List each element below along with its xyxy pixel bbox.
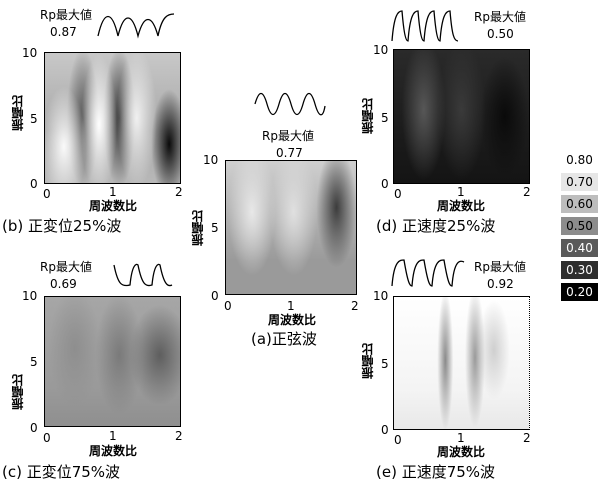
legend-swatch: 0.30 bbox=[561, 261, 598, 279]
x-tick: 0 bbox=[43, 431, 51, 445]
y-axis-label: 振幅比 bbox=[11, 374, 25, 410]
x-tick: 1 bbox=[109, 185, 117, 199]
y-tick: 0 bbox=[30, 421, 38, 435]
caption: (d) 正速度25%波 bbox=[376, 217, 496, 235]
y-tick: 10 bbox=[22, 289, 38, 303]
rp-max-value: 0.87 bbox=[50, 25, 77, 39]
x-tick: 1 bbox=[287, 299, 295, 313]
y-axis-label: 振幅比 bbox=[361, 98, 375, 134]
caption: (a)正弦波 bbox=[251, 330, 317, 348]
y-tick: 5 bbox=[30, 355, 38, 369]
heatmap-plot bbox=[44, 52, 181, 184]
rp-max-value: 0.69 bbox=[50, 277, 77, 291]
y-tick: 10 bbox=[373, 43, 389, 57]
y-tick: 0 bbox=[381, 423, 389, 437]
waveform-icon bbox=[113, 263, 173, 287]
legend-swatch: 0.20 bbox=[561, 283, 598, 301]
x-tick: 2 bbox=[351, 299, 359, 313]
rp-max-label: Rp最大値 bbox=[474, 10, 526, 24]
legend-swatch: 0.80 bbox=[561, 151, 598, 169]
waveform-icon bbox=[97, 13, 175, 39]
x-tick: 0 bbox=[224, 299, 232, 313]
legend-swatch: 0.40 bbox=[561, 239, 598, 257]
y-axis-label: 振幅比 bbox=[11, 95, 25, 131]
x-tick: 0 bbox=[43, 187, 51, 201]
x-tick: 0 bbox=[394, 187, 402, 201]
y-tick: 5 bbox=[381, 357, 389, 371]
waveform-icon bbox=[391, 10, 459, 42]
rp-max-value: 0.77 bbox=[276, 146, 303, 160]
x-tick: 2 bbox=[175, 429, 183, 443]
x-axis-label: 周波数比 bbox=[437, 445, 486, 459]
y-tick: 10 bbox=[203, 153, 219, 167]
y-tick: 0 bbox=[381, 177, 389, 191]
heatmap-plot bbox=[44, 296, 181, 427]
x-tick: 1 bbox=[457, 185, 465, 199]
rp-max-label: Rp最大値 bbox=[262, 129, 314, 143]
rp-max-value: 0.50 bbox=[487, 27, 514, 41]
y-axis-label: 振幅比 bbox=[191, 210, 205, 246]
y-tick: 0 bbox=[211, 289, 219, 303]
x-axis-label: 周波数比 bbox=[437, 199, 486, 213]
heatmap-plot bbox=[225, 160, 357, 295]
legend-swatch: 0.70 bbox=[561, 173, 598, 191]
x-axis-label: 周波数比 bbox=[268, 313, 317, 327]
y-tick: 10 bbox=[373, 289, 389, 303]
heatmap-plot bbox=[393, 296, 530, 430]
y-tick: 10 bbox=[22, 46, 38, 60]
caption: (b) 正変位25%波 bbox=[2, 217, 122, 235]
x-tick: 1 bbox=[457, 431, 465, 445]
rp-max-value: 0.92 bbox=[487, 277, 514, 291]
y-tick: 5 bbox=[381, 111, 389, 125]
y-tick: 0 bbox=[30, 177, 38, 191]
waveform-icon bbox=[391, 259, 465, 287]
heatmap-plot bbox=[393, 49, 530, 184]
x-tick: 0 bbox=[394, 433, 402, 447]
caption: (e) 正速度75%波 bbox=[376, 463, 496, 481]
rp-max-label: Rp最大値 bbox=[474, 260, 526, 274]
legend-swatch: 0.60 bbox=[561, 195, 598, 213]
y-tick: 5 bbox=[30, 112, 38, 126]
y-tick: 5 bbox=[211, 221, 219, 235]
rp-max-label: Rp最大値 bbox=[40, 260, 92, 274]
legend-swatch: 0.50 bbox=[561, 217, 598, 235]
rp-max-label: Rp最大値 bbox=[40, 8, 92, 22]
waveform-icon bbox=[254, 92, 326, 116]
x-tick: 2 bbox=[523, 431, 531, 445]
x-tick: 2 bbox=[175, 185, 183, 199]
caption: (c) 正変位75%波 bbox=[2, 463, 121, 481]
x-axis-label: 周波数比 bbox=[89, 199, 138, 213]
x-axis-label: 周波数比 bbox=[89, 444, 138, 458]
y-axis-label: 振幅比 bbox=[361, 343, 375, 379]
x-tick: 1 bbox=[109, 429, 117, 443]
x-tick: 2 bbox=[523, 185, 531, 199]
